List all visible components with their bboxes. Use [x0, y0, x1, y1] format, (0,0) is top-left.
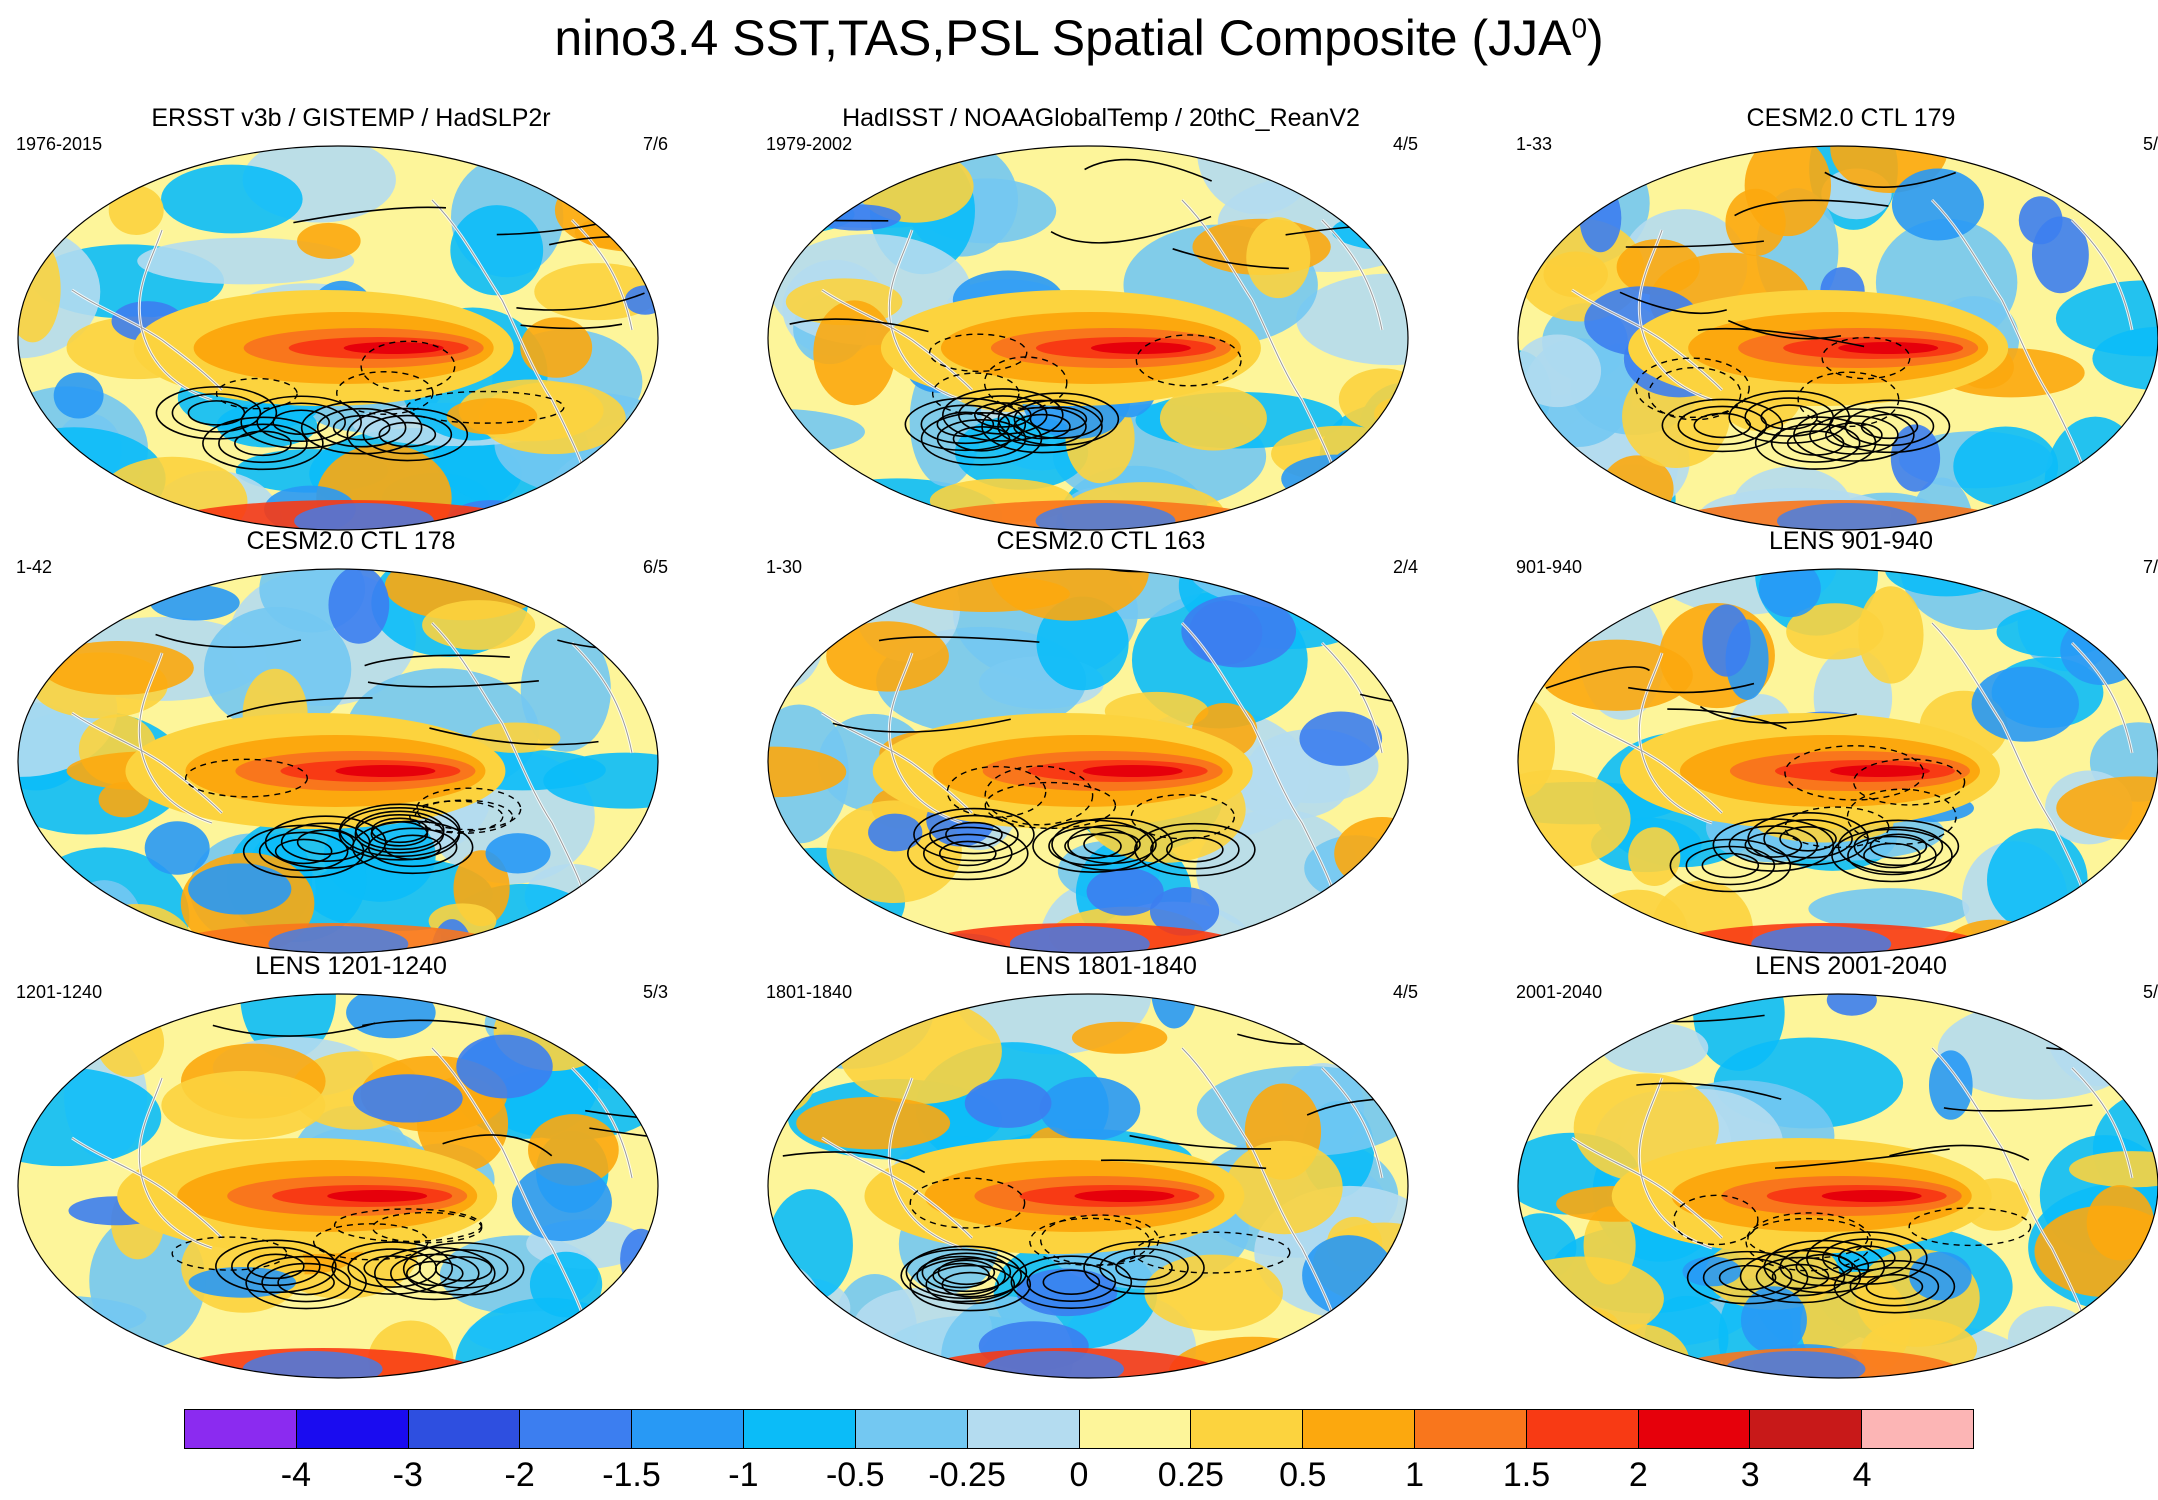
- map-field: [768, 994, 1408, 1378]
- colorbar-box: [967, 1410, 1080, 1448]
- map-field: [1518, 569, 2158, 953]
- map-panel: CESM2.0 CTL 178 1-42 6/5: [6, 527, 696, 967]
- panel-title: CESM2.0 CTL 178: [246, 527, 456, 555]
- colorbar-box: [632, 1410, 745, 1448]
- colorbar-box: [1750, 1410, 1863, 1448]
- colorbar-label: 1.5: [1502, 1456, 1551, 1494]
- figure-title-close: ): [1587, 10, 1604, 66]
- map-field: [18, 994, 658, 1378]
- colorbar-label: -1: [728, 1456, 759, 1494]
- composite-map: [767, 993, 1409, 1379]
- panel-period: 1976-2015: [16, 134, 103, 154]
- panel-period: 1201-1240: [16, 982, 103, 1002]
- panel-period: 1-30: [766, 557, 803, 577]
- panel-count: 5/3: [642, 982, 668, 1002]
- map-border: [17, 145, 659, 531]
- map-field: [18, 146, 658, 530]
- composite-map: [17, 993, 659, 1379]
- map-panel: LENS 1201-1240 1201-1240 5/3: [6, 952, 696, 1392]
- composite-map: [17, 568, 659, 954]
- panel-period: 901-940: [1516, 557, 1583, 577]
- map-border: [767, 145, 1409, 531]
- colorbar-label: 1: [1405, 1456, 1425, 1494]
- map-field: [1518, 994, 2158, 1378]
- composite-map: [17, 145, 659, 531]
- panel-count: 5/4: [2142, 134, 2158, 154]
- figure-title-superscript: 0: [1571, 12, 1588, 44]
- colorbar-box: [1079, 1410, 1192, 1448]
- panel-count: 4/5: [1392, 982, 1418, 1002]
- colorbar-box: [1526, 1410, 1639, 1448]
- colorbar-label: 0.5: [1279, 1456, 1327, 1494]
- map-panel: HadISST / NOAAGlobalTemp / 20thC_ReanV2 1…: [756, 104, 1446, 544]
- map-field: [18, 569, 658, 953]
- panel-title: LENS 1801-1840: [1005, 952, 1197, 980]
- panel-title: LENS 2001-2040: [1755, 952, 1947, 980]
- colorbar-box: [185, 1410, 297, 1448]
- panel-period: 1979-2002: [766, 134, 853, 154]
- map-field: [768, 146, 1408, 530]
- panel-title: HadISST / NOAAGlobalTemp / 20thC_ReanV2: [842, 104, 1360, 132]
- colorbar: [184, 1409, 1974, 1449]
- map-border: [17, 993, 659, 1379]
- colorbar-box: [855, 1410, 968, 1448]
- panel-count: 7/6: [2142, 557, 2158, 577]
- panel-title: CESM2.0 CTL 163: [996, 527, 1206, 555]
- map-panel: LENS 1801-1840 1801-1840 4/5: [756, 952, 1446, 1392]
- map-border: [1517, 993, 2158, 1379]
- panel-period: 1801-1840: [766, 982, 853, 1002]
- map-border: [1517, 568, 2158, 954]
- composite-map: [767, 145, 1409, 531]
- panel-count: 4/5: [1392, 134, 1418, 154]
- colorbar-box: [296, 1410, 409, 1448]
- panel-period: 1-33: [1516, 134, 1553, 154]
- panel-count: 5/6: [2142, 982, 2158, 1002]
- colorbar-box: [1303, 1410, 1415, 1448]
- colorbar-box: [1862, 1410, 1973, 1448]
- composite-map: [767, 568, 1409, 954]
- colorbar-label: -2: [504, 1456, 535, 1494]
- colorbar-label: -0.5: [825, 1456, 885, 1494]
- composite-map: [1517, 568, 2158, 954]
- panel-count: 7/6: [642, 134, 668, 154]
- panel-count: 6/5: [642, 557, 668, 577]
- map-field: [1518, 146, 2158, 530]
- composite-map: [1517, 145, 2158, 531]
- figure-title-text: nino3.4 SST,TAS,PSL Spatial Composite (J…: [554, 10, 1572, 66]
- colorbar-box: [1638, 1410, 1751, 1448]
- colorbar-label: 4: [1852, 1456, 1872, 1494]
- map-panel: ERSST v3b / GISTEMP / HadSLP2r 1976-2015 7…: [6, 104, 696, 544]
- colorbar-label: -4: [280, 1456, 311, 1494]
- figure-title: nino3.4 SST,TAS,PSL Spatial Composite (J…: [0, 8, 2158, 68]
- map-panel: LENS 2001-2040 2001-2040 5/6: [1506, 952, 2158, 1392]
- colorbar-label: 0: [1069, 1456, 1089, 1494]
- panel-title: LENS 1201-1240: [255, 952, 447, 980]
- colorbar-label: 2: [1628, 1456, 1648, 1494]
- panel-title: ERSST v3b / GISTEMP / HadSLP2r: [151, 104, 551, 132]
- colorbar-label: -1.5: [602, 1456, 661, 1494]
- panel-count: 2/4: [1392, 557, 1418, 577]
- map-border: [767, 568, 1409, 954]
- colorbar-box: [520, 1410, 633, 1448]
- map-panel: CESM2.0 CTL 179 1-33 5/4: [1506, 104, 2158, 544]
- panel-title: CESM2.0 CTL 179: [1746, 104, 1956, 132]
- composite-map: [1517, 993, 2158, 1379]
- map-border: [767, 993, 1409, 1379]
- colorbar-box: [1191, 1410, 1304, 1448]
- colorbar-box: [744, 1410, 856, 1448]
- colorbar-box: [408, 1410, 521, 1448]
- colorbar-label: 3: [1740, 1456, 1760, 1494]
- panel-title: LENS 901-940: [1768, 527, 1933, 555]
- panel-period: 2001-2040: [1516, 982, 1603, 1002]
- colorbar-label: 0.25: [1157, 1456, 1224, 1494]
- map-panel: CESM2.0 CTL 163 1-30 2/4: [756, 527, 1446, 967]
- map-field: [768, 569, 1408, 953]
- map-panel: LENS 901-940 901-940 7/6: [1506, 527, 2158, 967]
- colorbar-label: -3: [392, 1456, 423, 1494]
- map-border: [1517, 145, 2158, 531]
- map-border: [17, 568, 659, 954]
- colorbar-box: [1414, 1410, 1527, 1448]
- panel-period: 1-42: [16, 557, 53, 577]
- colorbar-label: -0.25: [928, 1456, 1006, 1494]
